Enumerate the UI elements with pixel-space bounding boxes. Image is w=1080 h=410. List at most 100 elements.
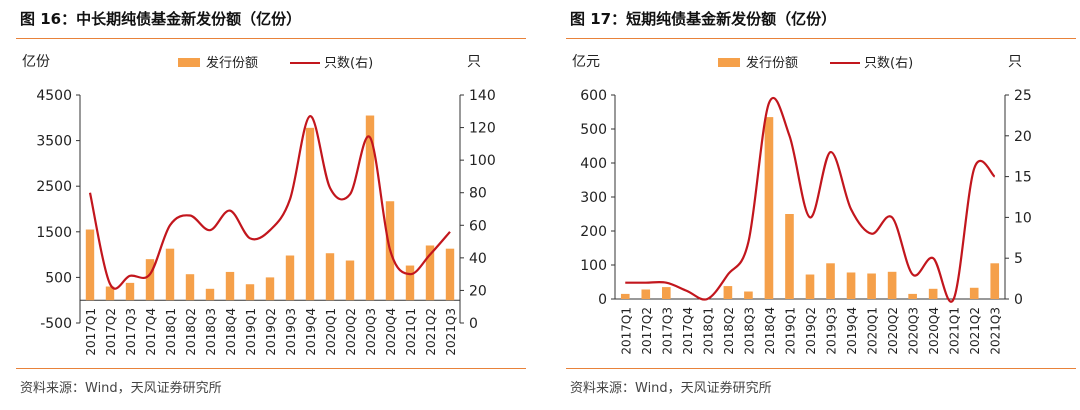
bar-2021Q3 — [990, 263, 1000, 299]
y-right-tick-label: 80 — [469, 186, 487, 202]
y-right-tick-label: 15 — [1014, 170, 1032, 186]
bar-2017Q3 — [662, 287, 671, 299]
bar-2019Q3 — [285, 255, 295, 301]
x-tick-label: 2018Q1 — [164, 308, 178, 356]
y-left-tick-label: 600 — [580, 88, 607, 104]
bar-2017Q3 — [125, 282, 135, 301]
chart-17-plot: 亿元 只 发行份额 只数(右) 600 500 400 300 200 100 0 25 20 15 10 5… — [572, 54, 1032, 355]
bar-2018Q4 — [225, 271, 235, 301]
y-right-tick-label: 5 — [1014, 251, 1023, 267]
y-right-tick-label: 10 — [1014, 210, 1032, 226]
x-tick-label: 2021Q2 — [424, 308, 438, 356]
x-tick-label: 2017Q4 — [681, 307, 695, 355]
y-right-tick-label: 0 — [469, 316, 478, 332]
x-tick-label: 2020Q2 — [886, 307, 900, 355]
y-right-tick-label: 60 — [469, 218, 487, 234]
x-tick-label: 2021Q1 — [404, 308, 418, 356]
x-tick-label: 2018Q3 — [204, 308, 218, 356]
x-tick-label: 2017Q4 — [144, 308, 158, 356]
x-tick-label: 2019Q1 — [783, 307, 797, 355]
y-right-tick-label: 100 — [469, 153, 496, 169]
bar-2020Q2 — [345, 260, 355, 301]
y-left-tick-label: 100 — [580, 258, 607, 274]
x-tick-label: 2020Q3 — [364, 308, 378, 356]
title-rule — [16, 38, 526, 39]
y-right-tick-label: 20 — [1014, 129, 1032, 145]
bar-2020Q1 — [867, 273, 876, 299]
x-tick-label: 2018Q4 — [763, 307, 777, 355]
bar-2020Q2 — [887, 271, 897, 299]
x-tick-label: 2019Q3 — [284, 308, 298, 356]
x-tick-label: 2018Q2 — [184, 308, 198, 356]
y-right-tick-label: 140 — [469, 88, 496, 104]
legend-bar-swatch — [718, 58, 740, 67]
x-tick-label: 2020Q1 — [866, 307, 880, 355]
x-tick-label: 2021Q1 — [948, 307, 962, 355]
x-tick-label: 2018Q4 — [224, 308, 238, 356]
y-right-tick-label: 40 — [469, 251, 487, 267]
y-left-tick-label: 0 — [598, 292, 607, 308]
x-tick-label: 2019Q2 — [264, 308, 278, 356]
bar-2019Q1 — [785, 214, 794, 299]
x-tick-label: 2021Q3 — [444, 308, 458, 356]
bar-2018Q4 — [764, 117, 774, 299]
x-tick-label: 2019Q2 — [804, 307, 818, 355]
y-left-tick-label: 500 — [45, 270, 72, 286]
y-left-unit: 亿份 — [22, 54, 50, 70]
x-tick-label: 2017Q2 — [640, 307, 654, 355]
bar-2019Q2 — [265, 277, 275, 301]
x-tick-label: 2018Q1 — [701, 307, 715, 355]
chart-title: 图 16：中长期纯债基金新发份额（亿份） — [20, 10, 302, 28]
chart-panel-16: 图 16：中长期纯债基金新发份额（亿份） 亿份 只 发行份额 只数(右) 4500 350… — [0, 0, 530, 410]
x-tick-label: 2020Q1 — [324, 308, 338, 356]
y-left-tick-label: 500 — [580, 122, 607, 138]
x-tick-label: 2020Q4 — [927, 307, 941, 355]
bar-2017Q2 — [641, 289, 651, 299]
bar-2018Q3 — [205, 288, 215, 301]
y-right-tick-label: 120 — [469, 121, 496, 137]
legend-bar-swatch — [178, 58, 200, 67]
bar-2019Q4 — [305, 127, 315, 301]
source-rule — [16, 368, 526, 369]
legend-bar-label: 发行份额 — [746, 55, 798, 71]
y-right-tick-label: 25 — [1014, 88, 1032, 104]
bar-2021Q2 — [425, 245, 435, 301]
bar-2017Q2 — [105, 286, 115, 301]
x-tick-label: 2019Q3 — [825, 307, 839, 355]
bar-2019Q3 — [826, 263, 835, 299]
series-line-count — [88, 115, 451, 290]
y-left-tick-label: 2500 — [36, 179, 72, 195]
bar-2021Q3 — [445, 248, 455, 301]
y-left-tick-label: 200 — [580, 224, 607, 240]
bar-2020Q3 — [908, 293, 917, 299]
bar-2020Q1 — [325, 253, 335, 301]
x-tick-label: 2020Q4 — [384, 308, 398, 356]
x-tick-label: 2019Q4 — [845, 307, 859, 355]
bar-2019Q4 — [846, 272, 856, 299]
y-left-tick-label: 4500 — [36, 88, 72, 104]
bar-2018Q1 — [165, 248, 175, 301]
bar-2021Q2 — [969, 287, 979, 299]
source-rule — [566, 368, 1076, 369]
legend-bar-label: 发行份额 — [206, 55, 258, 71]
y-right-tick-label: 0 — [1014, 292, 1023, 308]
y-left-unit: 亿元 — [572, 54, 600, 70]
x-tick-label: 2021Q2 — [968, 307, 982, 355]
y-right-unit: 只 — [467, 54, 481, 70]
bar-2018Q2 — [723, 286, 733, 299]
chart-panel-17: 图 17：短期纯债基金新发份额（亿份） 亿元只发行份额 只数(右) 600 500 40… — [550, 0, 1080, 410]
y-left-tick-label: 1500 — [36, 225, 72, 241]
bar-2018Q2 — [185, 274, 195, 301]
title-rule — [566, 38, 1076, 39]
y-left-tick-label: 3500 — [36, 134, 72, 150]
x-tick-label: 2017Q1 — [84, 308, 98, 356]
y-left-tick-label: 300 — [580, 190, 607, 206]
y-left-tick-label: 400 — [580, 156, 607, 172]
x-tick-label: 2018Q3 — [742, 307, 756, 355]
x-tick-label: 2020Q2 — [344, 308, 358, 356]
x-tick-label: 2017Q1 — [619, 307, 633, 355]
bar-2017Q4 — [145, 259, 155, 301]
x-tick-label: 2017Q3 — [660, 307, 674, 355]
x-tick-label: 2020Q3 — [907, 307, 921, 355]
bar-2017Q1 — [620, 293, 630, 299]
